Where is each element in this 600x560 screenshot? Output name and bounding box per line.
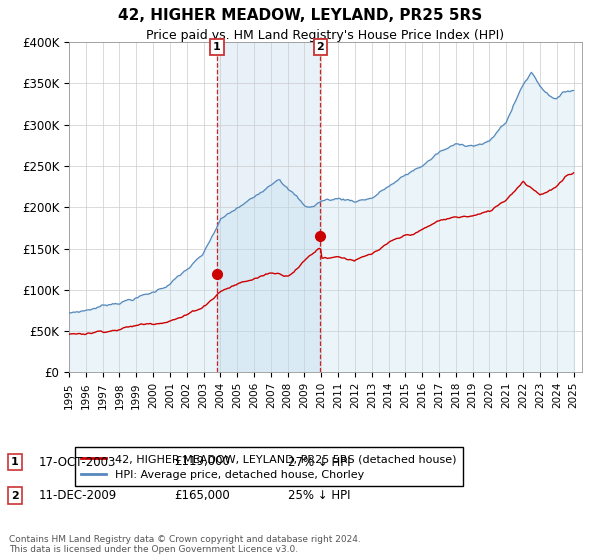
- Text: 42, HIGHER MEADOW, LEYLAND, PR25 5RS: 42, HIGHER MEADOW, LEYLAND, PR25 5RS: [118, 8, 482, 24]
- Text: 2: 2: [317, 42, 325, 52]
- Legend: 42, HIGHER MEADOW, LEYLAND, PR25 5RS (detached house), HPI: Average price, detac: 42, HIGHER MEADOW, LEYLAND, PR25 5RS (de…: [74, 447, 463, 486]
- Title: Price paid vs. HM Land Registry's House Price Index (HPI): Price paid vs. HM Land Registry's House …: [146, 29, 505, 42]
- Text: 25% ↓ HPI: 25% ↓ HPI: [288, 489, 350, 502]
- Text: 17-OCT-2003: 17-OCT-2003: [39, 455, 116, 469]
- Text: 1: 1: [213, 42, 221, 52]
- Text: 11-DEC-2009: 11-DEC-2009: [39, 489, 117, 502]
- Text: Contains HM Land Registry data © Crown copyright and database right 2024.
This d: Contains HM Land Registry data © Crown c…: [9, 535, 361, 554]
- Text: £165,000: £165,000: [174, 489, 230, 502]
- Text: 2: 2: [11, 491, 19, 501]
- Text: £119,000: £119,000: [174, 455, 230, 469]
- Bar: [217, 42, 320, 372]
- Text: 27% ↓ HPI: 27% ↓ HPI: [288, 455, 350, 469]
- Text: 1: 1: [11, 457, 19, 467]
